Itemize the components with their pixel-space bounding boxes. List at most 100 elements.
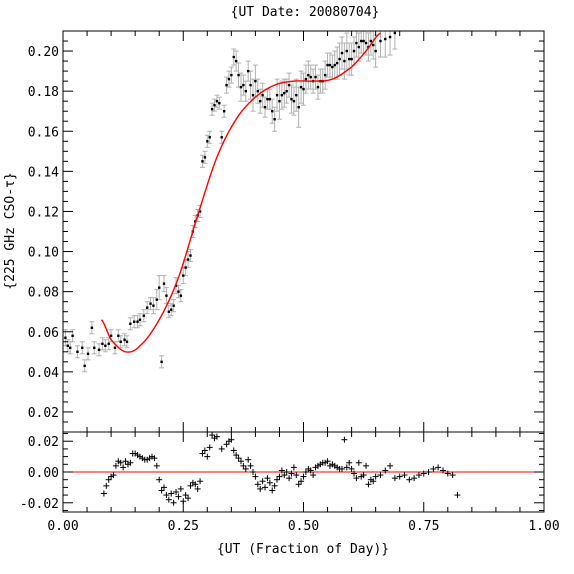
top-error-bars bbox=[62, 30, 398, 373]
residual-point bbox=[382, 467, 389, 474]
residual-point bbox=[300, 473, 307, 480]
data-point bbox=[384, 37, 387, 41]
data-point bbox=[343, 59, 346, 63]
data-point bbox=[227, 77, 231, 81]
data-point bbox=[333, 63, 336, 67]
data-point bbox=[242, 83, 245, 87]
top-y-tick-label: 0.08 bbox=[28, 286, 59, 301]
residual-point bbox=[209, 432, 216, 439]
data-point bbox=[251, 93, 255, 97]
residual-point bbox=[175, 493, 182, 500]
data-point bbox=[314, 75, 317, 79]
data-point bbox=[152, 304, 155, 307]
data-point bbox=[189, 254, 192, 257]
data-point bbox=[379, 39, 382, 43]
data-point bbox=[179, 294, 183, 297]
residual-point bbox=[425, 469, 432, 475]
x-tick-label: 0.00 bbox=[47, 519, 78, 534]
residual-point bbox=[100, 490, 107, 497]
residual-point bbox=[235, 455, 242, 462]
data-point bbox=[220, 136, 223, 139]
residual-point bbox=[240, 462, 247, 469]
x-tick-label: 0.50 bbox=[288, 519, 319, 534]
data-point bbox=[167, 310, 171, 313]
residual-point bbox=[439, 467, 446, 474]
residual-point bbox=[348, 465, 355, 472]
residual-point bbox=[293, 472, 300, 479]
data-point bbox=[374, 49, 377, 53]
top-y-tick-label: 0.12 bbox=[28, 205, 59, 220]
residual-point bbox=[363, 462, 370, 469]
x-axis-title: {UT (Fraction of Day)} bbox=[217, 542, 389, 557]
residual-point bbox=[197, 478, 204, 485]
residual-points bbox=[100, 432, 461, 506]
residual-point bbox=[274, 476, 281, 483]
data-point bbox=[113, 346, 117, 349]
bottom-y-tick-label: 0.00 bbox=[28, 466, 59, 481]
data-point bbox=[259, 99, 262, 103]
data-point bbox=[357, 45, 361, 49]
data-point bbox=[222, 110, 226, 113]
residual-point bbox=[420, 470, 427, 477]
data-point bbox=[170, 308, 173, 311]
data-point bbox=[388, 35, 392, 39]
residual-point bbox=[264, 475, 271, 482]
data-point bbox=[117, 334, 120, 337]
residual-point bbox=[122, 458, 129, 465]
residual-point bbox=[387, 462, 394, 469]
residual-point bbox=[194, 485, 201, 492]
residual-point bbox=[199, 450, 206, 457]
data-point bbox=[256, 89, 260, 93]
data-point bbox=[350, 57, 353, 61]
residual-point bbox=[206, 444, 213, 451]
data-point bbox=[297, 105, 300, 109]
residual-point bbox=[283, 469, 290, 475]
data-point bbox=[249, 83, 252, 87]
data-point bbox=[71, 334, 74, 337]
top-y-tick-label: 0.18 bbox=[28, 85, 59, 100]
data-point bbox=[271, 110, 274, 113]
top-y-tick-labels: 0.02 0.04 0.06 0.08 0.10 0.12 0.14 0.16 0.18 0.20 bbox=[28, 45, 59, 421]
residual-point bbox=[168, 490, 175, 497]
data-point bbox=[266, 97, 269, 101]
data-point bbox=[287, 83, 291, 87]
residual-point bbox=[338, 465, 345, 472]
data-point bbox=[76, 350, 79, 353]
top-y-tick-label: 0.16 bbox=[28, 125, 59, 140]
data-point bbox=[283, 91, 286, 95]
residual-point bbox=[266, 479, 273, 486]
residual-point bbox=[444, 470, 451, 477]
data-point bbox=[239, 85, 243, 89]
residual-point bbox=[396, 473, 403, 480]
data-point bbox=[362, 39, 365, 43]
data-point bbox=[81, 346, 84, 349]
data-point bbox=[162, 282, 166, 285]
residual-point bbox=[276, 473, 283, 480]
data-point bbox=[292, 99, 296, 103]
residual-point bbox=[201, 447, 208, 454]
residual-point bbox=[151, 455, 158, 462]
data-point bbox=[244, 89, 247, 93]
residual-point bbox=[343, 464, 350, 471]
residual-point bbox=[173, 489, 180, 495]
data-point bbox=[285, 89, 288, 93]
data-point bbox=[165, 294, 168, 297]
data-point bbox=[230, 73, 233, 77]
residual-point bbox=[170, 499, 177, 506]
top-panel: 0.02 0.04 0.06 0.08 0.10 0.12 0.14 0.16 0.18 0.20 bbox=[28, 30, 545, 433]
data-point bbox=[338, 57, 341, 61]
data-point bbox=[104, 344, 107, 347]
bottom-panel-frame bbox=[62, 431, 545, 513]
x-tick-labels: 0.00 0.25 0.50 0.75 1.00 bbox=[47, 519, 559, 534]
data-point bbox=[218, 101, 221, 105]
residual-point bbox=[233, 452, 240, 459]
data-point bbox=[172, 304, 175, 307]
data-point bbox=[198, 210, 202, 213]
top-y-tick-label: 0.14 bbox=[28, 165, 59, 180]
top-y-tick-label: 0.02 bbox=[28, 406, 59, 421]
data-point bbox=[273, 118, 276, 121]
data-point bbox=[295, 93, 298, 97]
residual-point bbox=[187, 482, 194, 489]
data-point bbox=[107, 342, 110, 345]
residual-point bbox=[249, 469, 256, 475]
